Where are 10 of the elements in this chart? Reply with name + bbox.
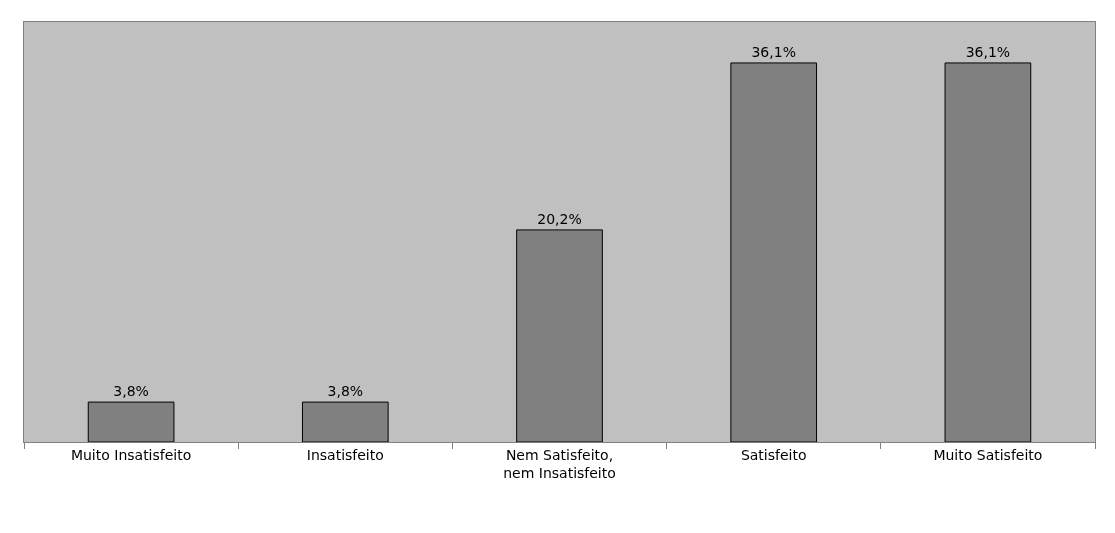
x-tick-label: Nem Satisfeito, nem Insatisfeito [503,446,616,481]
x-tick-label: Muito Insatisfeito [70,446,192,463]
data-label: 36,1% [965,43,1011,60]
x-tick-label: Muito Satisfeito [933,446,1043,463]
data-label: 36,1% [751,43,796,60]
x-tick-label: Insatisfeito [306,446,384,463]
x-tick-label: Satisfeito [740,446,807,463]
data-label: 3,8% [113,383,149,400]
data-label: 3,8% [327,383,364,400]
data-label: 20,2% [537,210,582,227]
